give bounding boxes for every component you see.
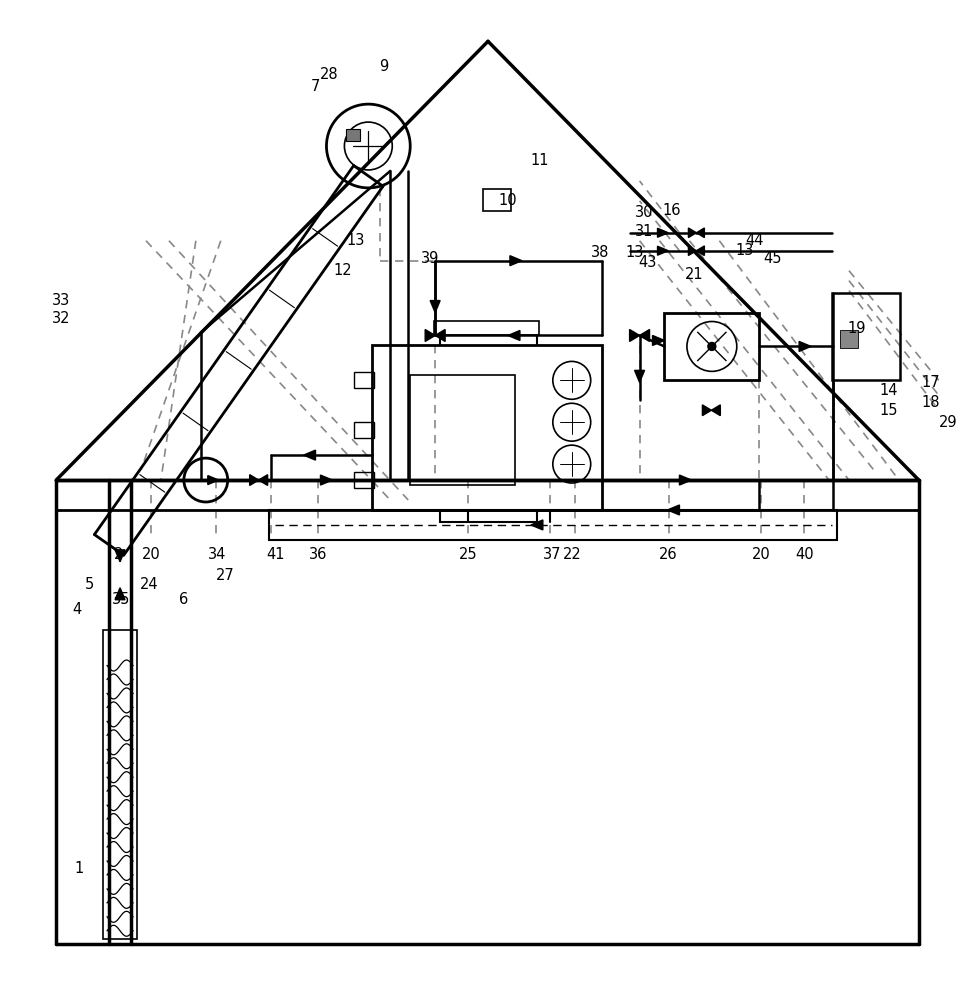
- Text: 36: 36: [309, 547, 328, 562]
- Text: 45: 45: [763, 251, 782, 266]
- Circle shape: [708, 342, 715, 350]
- Text: 1: 1: [74, 861, 84, 876]
- Text: 14: 14: [879, 383, 898, 398]
- Text: 27: 27: [216, 568, 234, 583]
- Text: 33: 33: [52, 293, 70, 308]
- Text: 29: 29: [939, 415, 958, 430]
- Polygon shape: [508, 330, 520, 340]
- Polygon shape: [688, 228, 697, 238]
- Text: 6: 6: [180, 592, 188, 607]
- Text: 28: 28: [320, 67, 339, 82]
- Text: 9: 9: [379, 59, 387, 74]
- Bar: [434, 321, 539, 335]
- Text: 21: 21: [685, 267, 704, 282]
- Text: 15: 15: [879, 403, 898, 418]
- Bar: [410, 375, 515, 485]
- Polygon shape: [250, 475, 259, 485]
- Text: 30: 30: [635, 205, 654, 220]
- Text: 5: 5: [85, 577, 94, 592]
- Polygon shape: [653, 335, 665, 345]
- Bar: [483, 189, 510, 211]
- Polygon shape: [304, 450, 315, 460]
- Text: 26: 26: [659, 547, 677, 562]
- Polygon shape: [509, 256, 522, 266]
- Text: 31: 31: [635, 224, 654, 239]
- Text: 16: 16: [663, 203, 680, 218]
- Text: 32: 32: [52, 311, 70, 326]
- Bar: [665, 313, 759, 380]
- Text: 4: 4: [72, 602, 82, 617]
- Text: 24: 24: [140, 577, 158, 592]
- Text: 37: 37: [543, 547, 561, 562]
- Bar: [103, 630, 137, 939]
- Text: 22: 22: [562, 547, 581, 562]
- Polygon shape: [703, 405, 712, 416]
- Bar: [354, 372, 375, 388]
- Text: 40: 40: [795, 547, 814, 562]
- Polygon shape: [712, 405, 720, 416]
- Bar: [268, 510, 837, 540]
- Text: 17: 17: [921, 375, 940, 390]
- Text: 44: 44: [745, 233, 763, 248]
- Polygon shape: [531, 520, 543, 530]
- Polygon shape: [426, 329, 435, 341]
- Text: 12: 12: [333, 263, 351, 278]
- Text: 35: 35: [112, 592, 130, 607]
- Text: 18: 18: [921, 395, 940, 410]
- Polygon shape: [679, 475, 691, 485]
- Text: 41: 41: [266, 547, 285, 562]
- Text: 43: 43: [638, 255, 657, 270]
- Bar: [354, 472, 375, 488]
- Text: 7: 7: [310, 79, 320, 94]
- Text: 20: 20: [752, 547, 771, 562]
- Polygon shape: [697, 228, 705, 238]
- Text: 19: 19: [848, 321, 866, 336]
- Polygon shape: [688, 246, 697, 255]
- Polygon shape: [259, 475, 267, 485]
- Polygon shape: [430, 301, 440, 313]
- Polygon shape: [668, 505, 679, 515]
- Polygon shape: [634, 370, 644, 382]
- Text: 38: 38: [590, 245, 609, 260]
- Bar: [346, 129, 360, 141]
- Polygon shape: [697, 246, 705, 255]
- Text: 39: 39: [421, 251, 439, 266]
- Text: 13: 13: [626, 245, 644, 260]
- Polygon shape: [320, 475, 333, 485]
- Text: 2: 2: [114, 547, 124, 562]
- Polygon shape: [630, 329, 639, 341]
- Polygon shape: [658, 228, 669, 237]
- Polygon shape: [435, 329, 445, 341]
- Polygon shape: [115, 550, 125, 562]
- Text: 10: 10: [499, 193, 517, 208]
- Text: 11: 11: [531, 153, 549, 168]
- Polygon shape: [639, 329, 650, 341]
- Text: 25: 25: [459, 547, 477, 562]
- Bar: [354, 422, 375, 438]
- Bar: [372, 345, 601, 510]
- Text: 34: 34: [208, 547, 226, 562]
- Bar: [832, 293, 900, 380]
- Polygon shape: [799, 341, 811, 351]
- Polygon shape: [208, 476, 219, 485]
- Polygon shape: [115, 588, 125, 600]
- Polygon shape: [658, 246, 669, 255]
- Text: 13: 13: [346, 233, 365, 248]
- Text: 13: 13: [735, 243, 753, 258]
- Text: 20: 20: [142, 547, 160, 562]
- Bar: [840, 330, 858, 348]
